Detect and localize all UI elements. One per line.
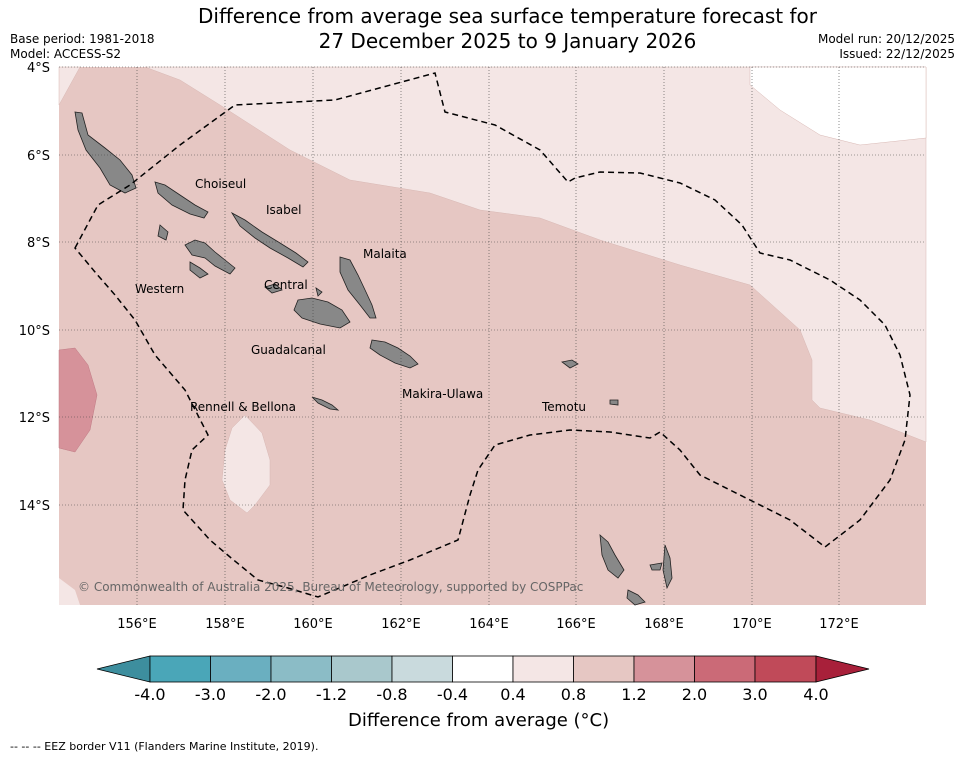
island-vanuatu-north	[599, 534, 625, 579]
place-isabel: Isabel	[266, 203, 301, 217]
lon-label-170e: 170°E	[732, 617, 772, 632]
place-rennell-bellona: Rennell & Bellona	[190, 400, 296, 414]
title-line-1: Difference from average sea surface temp…	[197, 4, 817, 28]
place-guadalcanal: Guadalcanal	[251, 343, 326, 357]
colorbar-cell-1	[149, 655, 211, 683]
colorbar-extend-high	[815, 655, 870, 683]
colorbar-tick-5: -0.8	[376, 685, 407, 704]
colorbar-cell-9	[633, 655, 695, 683]
island-russell	[315, 287, 323, 297]
anomaly-band-warm	[58, 347, 98, 453]
lon-label-156e: 156°E	[117, 617, 157, 632]
island-santa-cruz	[561, 359, 579, 369]
model-name: Model: ACCESS-S2	[10, 47, 122, 61]
colorbar-tick-8: 0.8	[561, 685, 586, 704]
colorbar-cell-6	[452, 655, 514, 683]
island-choiseul	[154, 181, 209, 219]
lon-label-162e: 162°E	[381, 617, 421, 632]
eez-border	[74, 72, 911, 598]
anomaly-band-light	[58, 66, 927, 443]
copyright-notice: © Commonwealth of Australia 2025, Bureau…	[78, 580, 584, 594]
island-rendova	[189, 261, 209, 279]
island-vanuatu-3	[662, 544, 673, 590]
colorbar	[96, 655, 870, 683]
colorbar-cell-11	[754, 655, 817, 683]
colorbar-cell-4	[331, 655, 393, 683]
place-choiseul: Choiseul	[195, 177, 246, 191]
lon-label-166e: 166°E	[556, 617, 596, 632]
lat-label-8s: 8°S	[27, 236, 50, 251]
meta-left: Base period: 1981-2018 Model: ACCESS-S2	[10, 32, 155, 62]
colorbar-label: Difference from average (°C)	[348, 710, 610, 731]
island-vella	[157, 224, 169, 241]
colorbar-tick-1: -4.0	[134, 685, 165, 704]
lon-label-172e: 172°E	[819, 617, 859, 632]
lon-label-158e: 158°E	[205, 617, 245, 632]
island-new-georgia	[184, 239, 236, 275]
colorbar-tick-11: 3.0	[742, 685, 767, 704]
map-title: Difference from average sea surface temp…	[0, 4, 965, 54]
colorbar-cell-10	[694, 655, 756, 683]
place-central: Central	[264, 278, 308, 292]
island-vanuatu-4	[649, 562, 663, 571]
colorbar-tick-10: 2.0	[682, 685, 707, 704]
island-vanuatu-2	[626, 589, 646, 606]
lat-label-10s: 10°S	[19, 324, 50, 339]
lat-label-14s: 14°S	[19, 499, 50, 514]
lat-label-6s: 6°S	[27, 149, 50, 164]
issued-date: Issued: 22/12/2025	[839, 47, 955, 61]
place-temotu: Temotu	[541, 400, 586, 414]
colorbar-tick-12: 4.0	[803, 685, 828, 704]
anomaly-band-light-patch	[221, 414, 271, 514]
lat-label-4s: 4°S	[27, 61, 50, 76]
colorbar-cell-7	[512, 655, 574, 683]
island-guadalcanal	[293, 297, 351, 329]
colorbar-tick-7: 0.4	[500, 685, 525, 704]
island-isabel	[230, 211, 309, 268]
lat-label-12s: 12°S	[19, 411, 50, 426]
colorbar-tick-9: 1.2	[621, 685, 646, 704]
colorbar-cell-8	[573, 655, 635, 683]
island-malaita	[339, 256, 377, 319]
colorbar-extend-low	[96, 655, 151, 683]
island-bougainville	[74, 111, 137, 194]
island-rennell	[311, 396, 340, 411]
title-line-2: 27 December 2025 to 9 January 2026	[318, 29, 697, 53]
colorbar-tick-4: -1.2	[316, 685, 347, 704]
island-makira	[369, 339, 419, 369]
anomaly-band-corner	[59, 578, 80, 605]
lon-label-164e: 164°E	[469, 617, 509, 632]
anomaly-band-neutral	[749, 66, 927, 146]
place-makira-ulawa: Makira-Ulawa	[402, 387, 483, 401]
lon-label-168e: 168°E	[644, 617, 684, 632]
colorbar-cell-2	[210, 655, 272, 683]
land-masses	[74, 111, 673, 606]
eez-footnote: -- -- -- EEZ border V11 (Flanders Marine…	[10, 740, 319, 753]
colorbar-tick-2: -3.0	[195, 685, 226, 704]
colorbar-tick-3: -2.0	[255, 685, 286, 704]
gridlines	[59, 66, 926, 605]
model-run: Model run: 20/12/2025	[817, 32, 955, 46]
meta-right: Model run: 20/12/2025 Issued: 22/12/2025	[818, 32, 955, 62]
base-period: Base period: 1981-2018	[10, 32, 155, 46]
colorbar-cell-3	[270, 655, 332, 683]
lon-label-160e: 160°E	[293, 617, 333, 632]
colorbar-cell-5	[391, 655, 453, 683]
colorbar-tick-6: -0.4	[437, 685, 468, 704]
place-malaita: Malaita	[363, 247, 407, 261]
island-vanikoro	[609, 399, 619, 406]
place-western: Western	[135, 282, 184, 296]
island-florida	[264, 283, 283, 294]
